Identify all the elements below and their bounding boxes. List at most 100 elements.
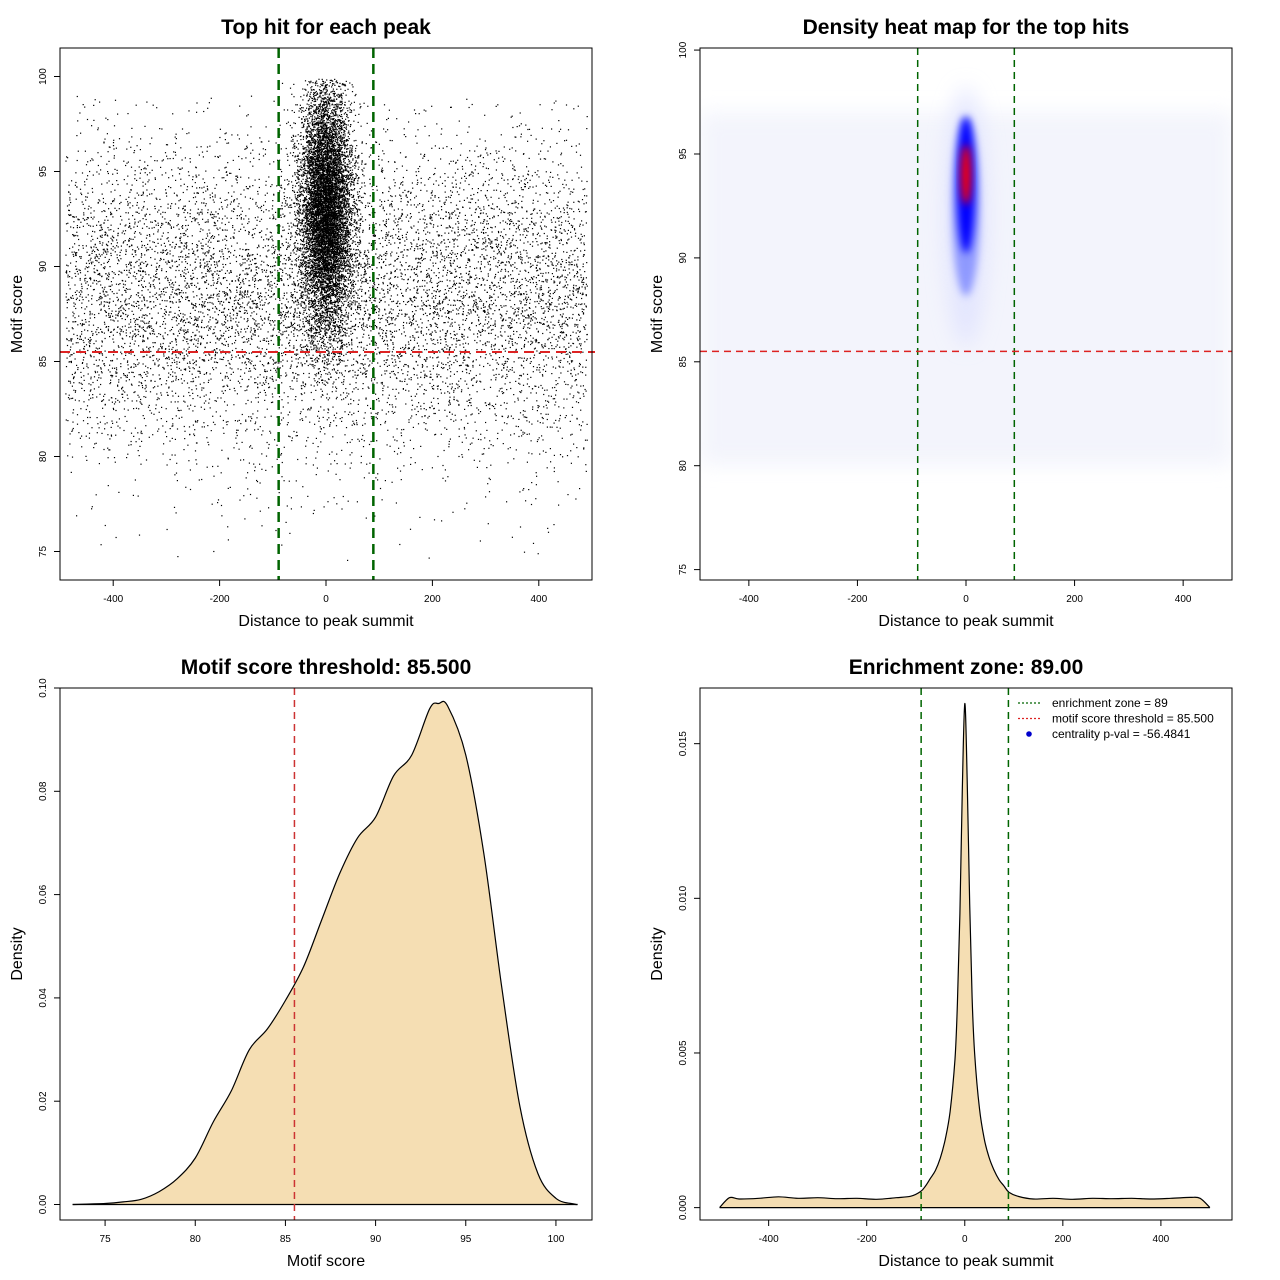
scatter-point: [491, 281, 493, 283]
scatter-point: [476, 308, 478, 310]
scatter-point: [426, 274, 428, 276]
scatter-point: [77, 273, 79, 275]
scatter-point: [401, 355, 403, 357]
scatter-point: [198, 303, 201, 306]
scatter-point: [100, 229, 102, 231]
scatter-point: [118, 289, 120, 291]
scatter-point: [569, 355, 571, 357]
scatter-point: [442, 348, 444, 350]
scatter-point: [367, 386, 369, 388]
scatter-point: [512, 164, 514, 166]
scatter-point: [369, 325, 371, 327]
scatter-point: [102, 290, 104, 292]
scatter-point: [140, 138, 142, 140]
scatter-point: [178, 299, 180, 301]
scatter-point: [414, 197, 416, 199]
scatter-point: [564, 298, 566, 301]
scatter-point: [471, 224, 473, 226]
scatter-point: [205, 275, 207, 277]
scatter-point: [364, 271, 366, 273]
scatter-point: [377, 397, 380, 400]
scatter-point: [395, 234, 397, 236]
scatter-point: [94, 372, 97, 374]
scatter-point: [217, 397, 219, 399]
scatter-point: [354, 304, 356, 306]
scatter-point: [122, 307, 124, 309]
scatter-point: [502, 220, 504, 222]
scatter-point: [214, 187, 216, 189]
scatter-point: [356, 204, 358, 206]
scatter-point: [523, 488, 525, 490]
scatter-point: [467, 283, 469, 285]
scatter-point: [157, 430, 159, 432]
scatter-point: [174, 401, 176, 403]
scatter-point: [113, 329, 115, 331]
scatter-point: [467, 422, 469, 424]
scatter-point: [235, 339, 237, 342]
scatter-point: [231, 245, 233, 247]
scatter-point: [360, 279, 362, 281]
scatter-point: [426, 315, 428, 317]
scatter-point: [474, 339, 476, 342]
scatter-point: [490, 329, 493, 331]
scatter-point: [556, 356, 558, 358]
scatter-point: [414, 299, 416, 301]
scatter-point: [454, 334, 456, 336]
scatter-point: [546, 212, 548, 214]
scatter-point: [102, 267, 105, 269]
scatter-point: [510, 387, 512, 390]
scatter-point: [209, 232, 211, 234]
scatter-point: [427, 240, 429, 242]
scatter-point: [195, 385, 197, 387]
scatter-point: [162, 211, 164, 213]
scatter-point: [412, 367, 415, 369]
scatter-point: [287, 310, 289, 312]
scatter-point: [358, 399, 360, 401]
scatter-point: [156, 358, 158, 360]
scatter-point: [347, 305, 349, 307]
scatter-point: [528, 187, 530, 189]
scatter-point: [335, 181, 337, 183]
scatter-point: [84, 337, 86, 339]
scatter-point: [495, 239, 497, 241]
scatter-point: [450, 160, 452, 162]
scatter-point: [474, 211, 476, 214]
scatter-point: [226, 375, 228, 378]
scatter-point: [437, 326, 439, 329]
scatter-point: [567, 384, 569, 386]
scatter-point: [400, 347, 402, 349]
scatter-point: [285, 326, 287, 329]
scatter-point: [338, 280, 340, 282]
scatter-point: [105, 203, 107, 205]
scatter-point: [562, 313, 564, 315]
scatter-point: [340, 203, 342, 205]
scatter-point: [108, 308, 110, 310]
scatter-point: [108, 302, 110, 304]
scatter-point: [185, 298, 187, 300]
scatter-point: [422, 240, 424, 242]
scatter-point: [436, 385, 438, 387]
scatter-point: [542, 312, 544, 314]
scatter-point: [422, 243, 424, 245]
scatter-point: [251, 417, 253, 420]
scatter-point: [430, 242, 432, 244]
scatter-point: [585, 374, 587, 376]
scatter-point: [438, 214, 440, 216]
scatter-point: [138, 396, 140, 398]
scatter-point: [535, 472, 537, 474]
scatter-point: [207, 107, 209, 109]
scatter-point: [420, 408, 422, 410]
scatter-point: [185, 256, 187, 258]
scatter-point: [72, 378, 75, 380]
scatter-point: [164, 317, 166, 320]
scatter-point: [71, 277, 73, 279]
scatter-point: [383, 276, 385, 278]
scatter-point: [133, 354, 136, 357]
scatter-point: [365, 354, 367, 356]
scatter-point: [252, 279, 254, 281]
scatter-point: [571, 433, 573, 435]
scatter-point: [428, 268, 430, 270]
scatter-point: [495, 353, 497, 355]
scatter-point: [86, 223, 88, 225]
scatter-point: [355, 249, 357, 251]
